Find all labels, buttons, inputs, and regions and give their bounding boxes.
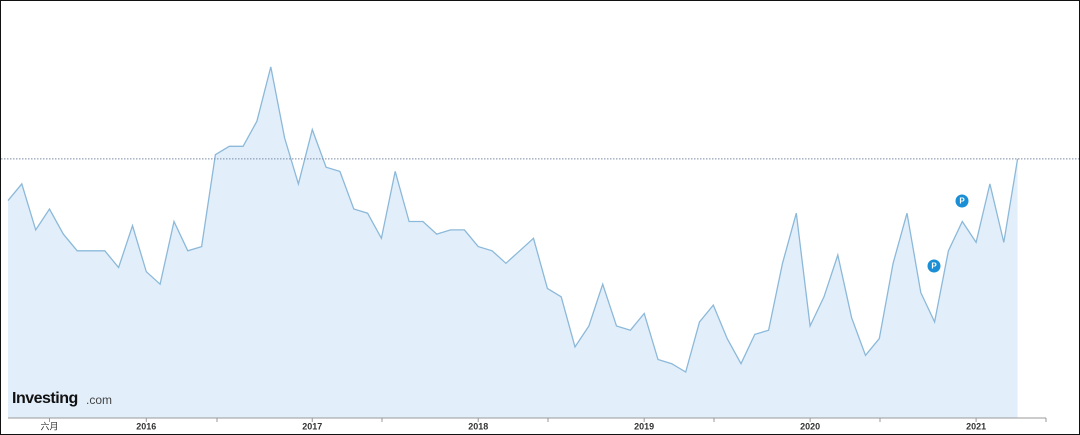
marker-label: P [959, 197, 965, 206]
logo: Investing .com [12, 390, 112, 407]
event-marker: P [927, 259, 941, 273]
x-tick-label: 2016 [136, 421, 156, 431]
event-marker: P [955, 194, 969, 208]
plot-area: 六月 2016 2017 2018 2019 2020 2021 P P [1, 66, 1079, 431]
x-tick-label: 六月 [40, 420, 58, 431]
x-tick-label: 2021 [966, 421, 986, 431]
x-tick-label: 2019 [634, 421, 654, 431]
x-tick-label: 2018 [468, 421, 488, 431]
marker-label: P [931, 262, 937, 271]
x-tick-label: 2017 [302, 421, 322, 431]
marker-dot [955, 194, 969, 208]
watermark: Investing [12, 390, 78, 407]
area-fill [8, 66, 1018, 419]
watermark-suffix: .com [86, 393, 112, 407]
series-line [7, 66, 1019, 373]
marker-dot [927, 259, 941, 273]
x-tick-label: 2020 [800, 421, 820, 431]
